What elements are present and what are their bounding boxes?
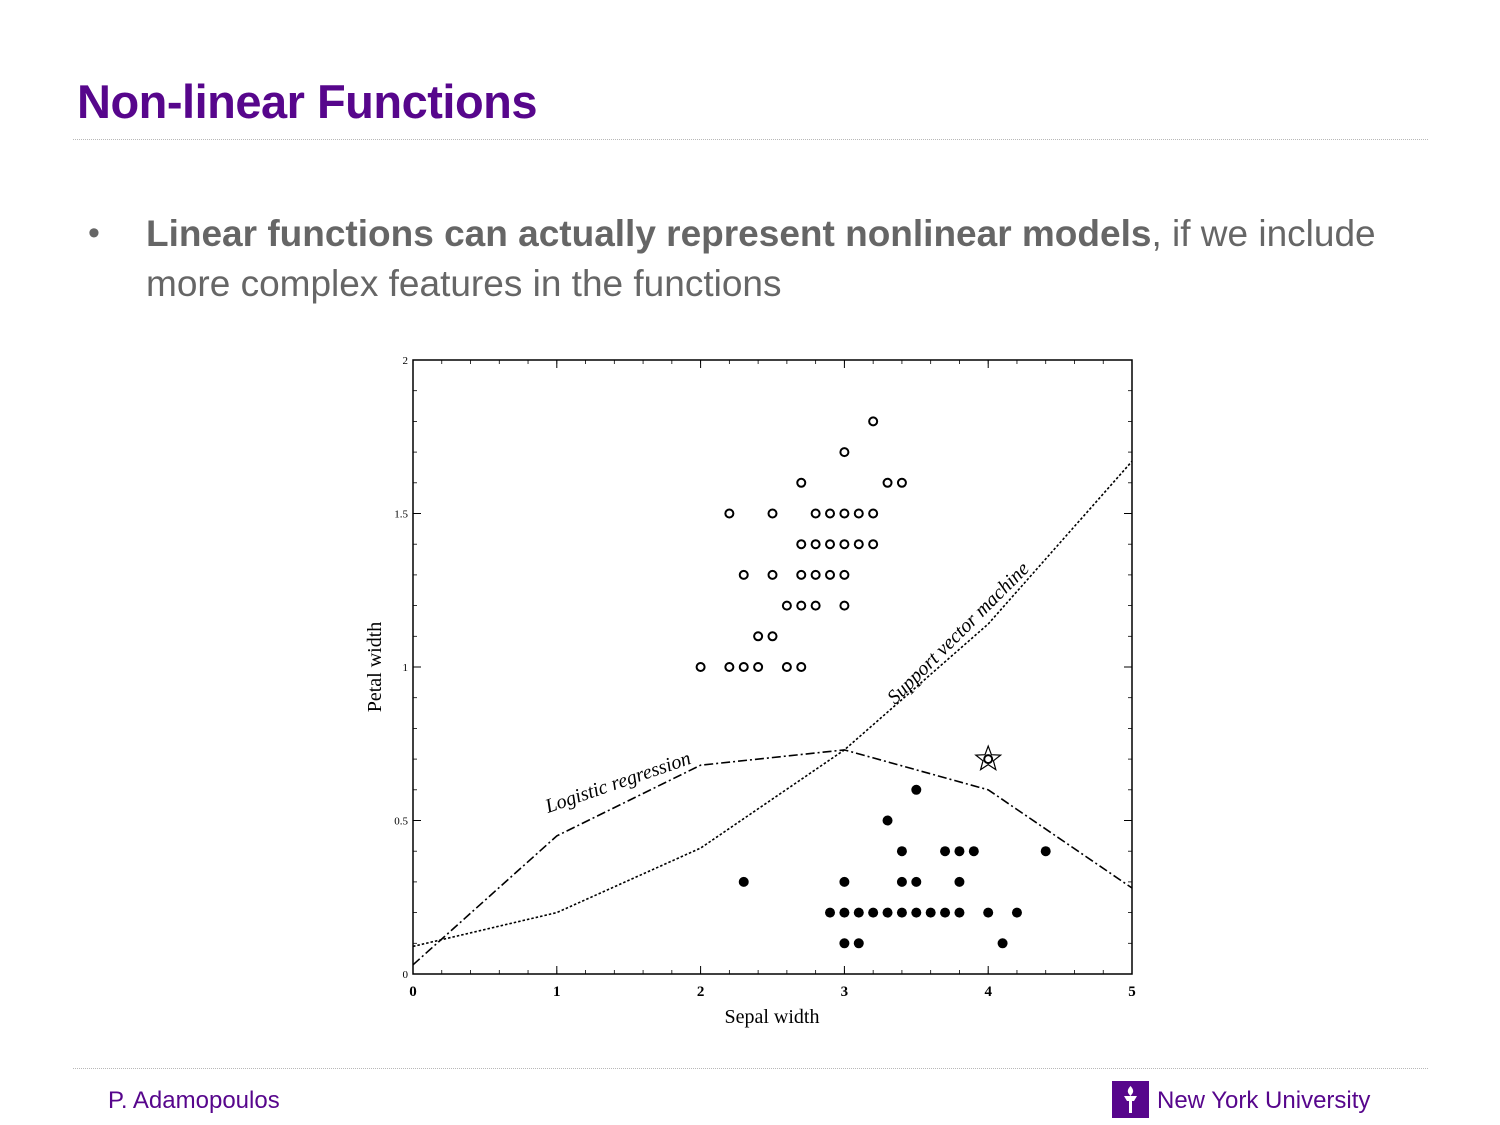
filled-point [954,907,965,918]
x-tick-label: 0 [409,984,417,1000]
open-point [724,508,735,519]
open-point [825,508,836,519]
plot-frame [412,359,1133,975]
filled-point [896,846,907,857]
open-point [753,631,764,642]
filled-point [882,907,893,918]
open-point [868,508,879,519]
open-point [810,569,821,580]
open-point [882,477,893,488]
open-point [796,569,807,580]
open-point [853,508,864,519]
y-tick-label: 0 [403,969,409,981]
filled-point [983,907,994,918]
title-divider [73,139,1428,140]
open-point [810,508,821,519]
filled-point [968,846,979,857]
open-point [796,477,807,488]
open-point [868,416,879,427]
filled-point [940,907,951,918]
open-point [767,569,778,580]
filled-point [911,876,922,887]
x-tick-label: 4 [984,984,992,1000]
filled-point [1040,846,1051,857]
open-point [796,662,807,672]
star-point [974,744,1003,771]
filled-point [896,876,907,887]
footer-university: New York University [1157,1087,1371,1114]
data-points [695,416,1051,949]
axis-ticks: 0 1 2 3 4 5 0 0.5 1 1.5 2 [394,355,1136,1000]
filled-point [738,876,749,887]
filled-point [868,907,879,918]
open-point [896,477,907,488]
y-axis-label: Petal width [364,622,386,713]
open-point [738,569,749,580]
open-point [825,539,836,550]
x-tick-label: 2 [697,984,705,1000]
model-lines [412,460,1133,966]
x-tick-label: 1 [553,984,561,1000]
logistic-regression-line [412,749,1133,966]
y-tick-label: 0.5 [394,816,408,828]
open-point [753,662,764,672]
bullet-text: Linear functions can actually represent … [146,209,1406,309]
nyu-torch-icon [1112,1081,1149,1118]
footer-author: P. Adamopoulos [108,1087,280,1114]
open-point [796,600,807,611]
y-tick-label: 2 [403,355,409,367]
x-axis-label: Sepal width [725,1006,820,1028]
filled-point [825,907,836,918]
filled-point [954,846,965,857]
slide-title: Non-linear Functions [77,75,538,128]
svm-label: Support vector machine [883,558,1034,709]
filled-point [1011,907,1022,918]
open-point [810,539,821,550]
logistic-regression-label: Logistic regression [542,747,694,818]
filled-point [954,876,965,887]
open-point [810,600,821,611]
open-point [781,662,792,672]
open-point [839,600,850,611]
open-point [738,662,749,672]
filled-point [882,815,893,826]
x-tick-label: 5 [1128,984,1136,1000]
filled-point [853,907,864,918]
footer-divider [73,1068,1428,1069]
star-center-point [983,754,994,765]
filled-point [997,938,1008,949]
filled-point [839,907,850,918]
filled-point [839,938,850,949]
bullet-marker: • [88,214,100,252]
open-point [868,539,879,550]
open-point [695,662,706,672]
open-point [796,539,807,550]
open-point [839,508,850,519]
x-tick-label: 3 [841,984,849,1000]
open-point [767,508,778,519]
y-tick-label: 1.5 [394,509,408,521]
bullet-rest-text: , if we include more complex features in… [146,213,1376,304]
scatter-chart: 0 1 2 3 4 500.511.52 Sepal width Petal width … [364,355,1136,1028]
open-point [853,539,864,550]
filled-point [896,907,907,918]
bullet-bold-text: Linear functions can actually represent … [146,213,1152,254]
filled-point [839,876,850,887]
open-point [767,631,778,642]
open-point [839,539,850,550]
svm-line [412,460,1133,948]
y-tick-label: 1 [403,662,409,674]
open-point [724,662,735,672]
filled-point [853,938,864,949]
filled-point [911,784,922,795]
filled-point [925,907,936,918]
open-point [825,569,836,580]
open-point [839,569,850,580]
open-point [839,447,850,458]
open-point [781,600,792,611]
filled-point [940,846,951,857]
filled-point [911,907,922,918]
